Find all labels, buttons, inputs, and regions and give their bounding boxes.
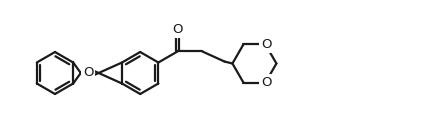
- Text: O: O: [83, 66, 93, 80]
- Text: O: O: [261, 38, 272, 51]
- Text: O: O: [261, 76, 272, 89]
- Text: O: O: [172, 23, 183, 36]
